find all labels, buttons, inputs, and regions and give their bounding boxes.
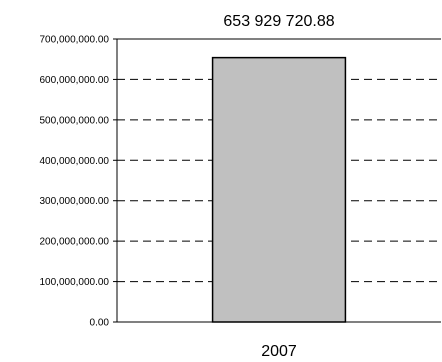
y-tick-label-1: 100,000,000.00 [39, 277, 109, 288]
y-tick-labels: 0.00 100,000,000.00 200,000,000.00 300,000,… [39, 35, 109, 329]
x-tick-label-2007: 2007 [261, 343, 297, 360]
y-tick-label-7: 700,000,000.00 [39, 35, 109, 46]
data-label-2007: 653 929 720.88 [223, 13, 334, 30]
y-tick-label-2: 200,000,000.00 [39, 237, 109, 248]
bars [211, 56, 347, 323]
y-tick-label-4: 400,000,000.00 [39, 156, 109, 167]
y-tick-label-5: 500,000,000.00 [39, 115, 109, 126]
y-tick-label-0: 0.00 [90, 318, 110, 329]
bar-2007 [211, 56, 347, 323]
axes [113, 38, 441, 323]
data-labels: 653 929 720.88 [223, 13, 334, 30]
y-tick-label-3: 300,000,000.00 [39, 196, 109, 207]
x-tick-labels: 2007 [261, 343, 297, 360]
y-tick-label-6: 600,000,000.00 [39, 75, 109, 86]
